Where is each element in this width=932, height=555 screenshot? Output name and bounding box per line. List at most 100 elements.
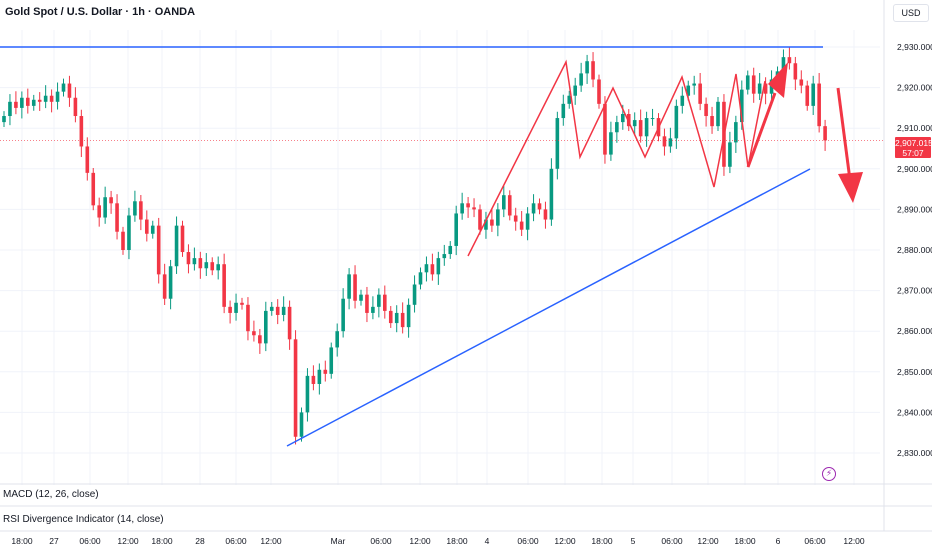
candle-body [97, 205, 101, 218]
candle-body [150, 225, 155, 234]
candle-body [31, 99, 36, 106]
currency-selector[interactable]: USD [893, 4, 929, 22]
candle-body [662, 136, 667, 147]
candle-body [121, 231, 125, 250]
y-tick-label: 2,850.000 [897, 367, 932, 377]
x-tick-label: 18:00 [11, 536, 33, 546]
x-tick-label: 12:00 [117, 536, 139, 546]
candle-body [145, 219, 149, 234]
candle-body [365, 294, 369, 313]
candle-body [448, 245, 453, 255]
candle-body [311, 375, 316, 384]
candle-body [341, 298, 345, 332]
candle-body [186, 252, 191, 265]
candle-body [359, 294, 363, 301]
candle-body [85, 146, 90, 173]
candle-body [394, 312, 399, 324]
candle-body [293, 339, 298, 437]
candle-body [252, 331, 256, 336]
macd-indicator-label[interactable]: MACD (12, 26, close) [3, 489, 99, 500]
candle-body [692, 83, 696, 86]
candle-body [805, 85, 810, 106]
candle-body [26, 97, 30, 106]
candle-body [49, 95, 54, 102]
candle-body [817, 83, 821, 127]
x-tick-label: 12:00 [554, 536, 576, 546]
candle-body [424, 264, 429, 273]
candle-body [317, 369, 322, 384]
candle-body [8, 101, 12, 117]
x-tick-label: 06:00 [225, 536, 247, 546]
candle-body [668, 138, 673, 147]
candle-body [632, 120, 637, 127]
lightning-icon[interactable]: ⚡ [822, 467, 836, 481]
candle-body [246, 304, 250, 332]
candle-body [43, 95, 48, 102]
candle-body [698, 83, 702, 104]
candle-body [430, 264, 435, 275]
down-arrow-shaft [836, 87, 852, 181]
candle-body [728, 142, 732, 167]
candle-body [513, 215, 518, 222]
candle-body [383, 294, 387, 311]
candle-body [751, 75, 756, 94]
candle-body [621, 113, 625, 123]
candle-body [460, 203, 464, 214]
candle-body [228, 306, 232, 313]
x-tick-label: 06:00 [370, 536, 392, 546]
candle-body [353, 274, 357, 301]
candle-body [2, 116, 6, 123]
y-tick-label: 2,880.000 [897, 245, 932, 255]
candle-body [37, 99, 42, 102]
candle-body [133, 201, 137, 216]
x-tick-label: 27 [49, 536, 59, 546]
candle-body [168, 266, 173, 299]
candle-body [347, 274, 351, 299]
candle-body [216, 264, 220, 271]
candle-body [406, 304, 411, 328]
candle-body [412, 284, 417, 305]
x-tick-label: 18:00 [591, 536, 613, 546]
y-tick-label: 2,840.000 [897, 407, 932, 417]
candle-body [799, 79, 804, 86]
candle-body [734, 122, 738, 143]
candle-body [109, 197, 113, 204]
y-tick-label: 2,920.000 [897, 83, 932, 93]
candle-body [537, 203, 542, 210]
candle-body [329, 347, 334, 374]
candle-body [740, 89, 744, 123]
x-tick-label: 28 [195, 536, 205, 546]
x-tick-label: 12:00 [843, 536, 865, 546]
candle-body [20, 97, 24, 108]
rsi-divergence-indicator-label[interactable]: RSI Divergence Indicator (14, close) [3, 514, 164, 525]
chart-title: Gold Spot / U.S. Dollar · 1h · OANDA [5, 6, 196, 18]
candle-body [61, 83, 66, 92]
candle-body [371, 306, 375, 313]
candle-body [418, 272, 423, 285]
candle-body [79, 116, 84, 147]
y-tick-label: 2,900.000 [897, 164, 932, 174]
candle-body [597, 79, 601, 104]
up-arrow-shaft [746, 92, 777, 168]
candle-body [585, 61, 589, 74]
candle-body [478, 209, 482, 230]
candle-body [180, 225, 185, 253]
x-tick-label: 5 [631, 536, 636, 546]
candle-body [103, 197, 107, 218]
candle-body [567, 95, 572, 104]
candle-body [269, 306, 274, 311]
candle-body [388, 310, 393, 324]
candle-body [573, 85, 577, 96]
support-trendline [286, 168, 811, 447]
last-price-badge: 2,907.015 57:07 [895, 137, 932, 158]
x-tick-label: 06:00 [517, 536, 539, 546]
candle-body [686, 85, 691, 96]
candle-body [67, 83, 72, 98]
y-tick-label: 2,860.000 [897, 326, 932, 336]
candle-body [781, 57, 786, 72]
candle-body [484, 219, 488, 230]
candle-body [258, 335, 262, 344]
x-tick-label: 6 [776, 536, 781, 546]
